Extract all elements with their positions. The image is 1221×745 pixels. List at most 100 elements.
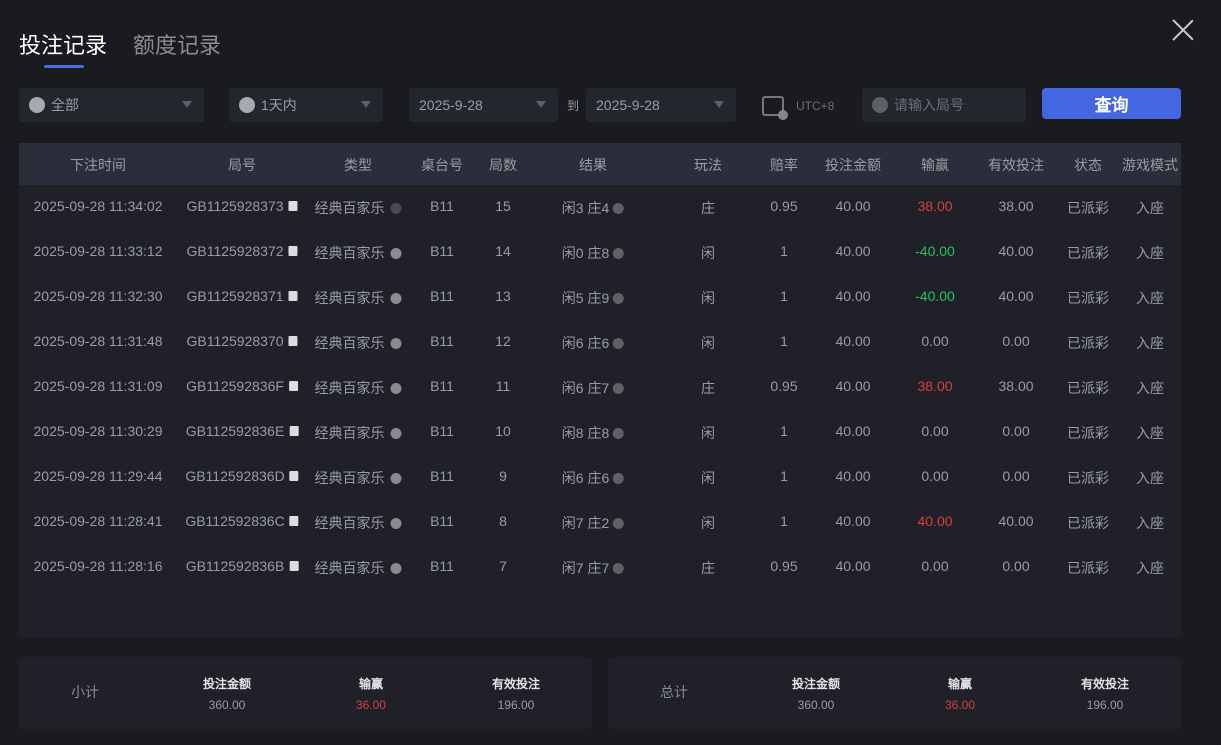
play-video-icon[interactable] <box>390 382 402 394</box>
cell-round-count: 8 <box>499 513 507 529</box>
cell-text: 闲3 庄4 <box>561 200 610 216</box>
cell-text: 40.00 <box>835 513 871 529</box>
date-from-select[interactable]: 2025-9-28 <box>409 88 558 122</box>
play-video-icon[interactable] <box>390 517 402 529</box>
cell-game-type: 经典百家乐 <box>315 558 402 578</box>
cell-text: B11 <box>430 423 454 439</box>
cell-text: B11 <box>430 243 454 259</box>
cell-bet-amount: 40.00 <box>835 198 870 214</box>
cell-status: 已派彩 <box>1067 333 1109 353</box>
cell-bet-time: 2025-09-28 11:28:16 <box>34 558 163 574</box>
cell-bet-amount: 40.00 <box>835 243 870 259</box>
cell-text: 闲0 庄8 <box>561 245 610 261</box>
tab-credit-records[interactable]: 额度记录 <box>133 33 222 58</box>
play-video-icon[interactable] <box>390 202 402 214</box>
cell-bet-time: 2025-09-28 11:34:02 <box>34 198 163 214</box>
play-video-icon[interactable] <box>390 247 402 259</box>
cell-win-loss: 38.00 <box>917 198 952 214</box>
cell-text: GB112592836E <box>185 423 285 439</box>
date-to-select[interactable]: 2025-9-28 <box>586 88 736 122</box>
cell-text: 0.00 <box>921 468 949 484</box>
query-button[interactable]: 查询 <box>1042 88 1181 119</box>
info-icon[interactable] <box>613 292 625 304</box>
cell-text: 庄 <box>701 560 715 576</box>
cell-text: 9 <box>499 468 507 484</box>
cell-text: 闲 <box>701 515 715 531</box>
cell-table-no: B11 <box>430 378 454 394</box>
calendar-clock-icon[interactable] <box>762 96 788 120</box>
game-select[interactable]: 全部 <box>19 88 204 122</box>
round-number-input[interactable]: 请输入局号 <box>862 88 1026 122</box>
play-video-icon[interactable] <box>390 292 402 304</box>
cell-text: 2025-09-28 11:28:16 <box>33 558 163 574</box>
cell-bet-amount: 40.00 <box>835 378 870 394</box>
copy-icon[interactable] <box>288 201 298 211</box>
cell-bet-amount: 40.00 <box>835 468 870 484</box>
close-icon[interactable] <box>1172 19 1194 41</box>
play-video-icon[interactable] <box>390 472 402 484</box>
cell-odds: 1 <box>780 243 788 259</box>
play-video-icon[interactable] <box>390 337 402 349</box>
cell-text: B11 <box>430 288 454 304</box>
cell-text: 40.00 <box>998 513 1034 529</box>
game-select-value: 全部 <box>51 97 79 113</box>
cell-text: 40.00 <box>835 378 871 394</box>
cell-text: 40.00 <box>917 513 953 529</box>
cell-text: 40.00 <box>998 243 1034 259</box>
cell-bet-type: 闲 <box>701 423 715 443</box>
cell-game-mode: 入座 <box>1136 288 1164 308</box>
cell-text: 0.00 <box>1002 468 1030 484</box>
cell-text: GB1125928372 <box>186 243 284 259</box>
cell-text: 庄 <box>701 380 715 396</box>
cell-game-type: 经典百家乐 <box>315 333 402 353</box>
header-game-type: 类型 <box>344 157 372 173</box>
copy-icon[interactable] <box>288 381 298 391</box>
copy-icon[interactable] <box>288 336 298 346</box>
cell-game-type: 经典百家乐 <box>315 378 402 398</box>
cell-text: 闲 <box>701 425 715 441</box>
table-body: 2025-09-28 11:34:02 GB1125928373 经典百家乐 B11 1… <box>19 185 1181 590</box>
table-row: 2025-09-28 11:30:29 GB112592836E 经典百家乐 B11 1… <box>19 410 1181 455</box>
cell-bet-type: 闲 <box>701 513 715 533</box>
cell-bet-time: 2025-09-28 11:31:09 <box>34 378 163 394</box>
cell-odds: 1 <box>780 333 788 349</box>
copy-icon[interactable] <box>289 561 299 571</box>
copy-icon[interactable] <box>288 291 298 301</box>
cell-text: GB1125928370 <box>186 333 284 349</box>
copy-icon[interactable] <box>289 471 299 481</box>
copy-icon[interactable] <box>289 516 299 526</box>
copy-icon[interactable] <box>288 246 298 256</box>
info-icon[interactable] <box>613 472 625 484</box>
cell-text: 12 <box>495 333 511 349</box>
cell-table-no: B11 <box>430 423 454 439</box>
cell-text: -40.00 <box>915 243 955 259</box>
cell-win-loss: 0.00 <box>921 423 948 439</box>
play-video-icon[interactable] <box>390 427 402 439</box>
cell-game-mode: 入座 <box>1136 423 1164 443</box>
info-icon[interactable] <box>613 247 625 259</box>
cell-game-type: 经典百家乐 <box>315 243 402 263</box>
cell-text: 13 <box>495 288 511 304</box>
cell-text: 入座 <box>1136 200 1164 216</box>
cell-text: B11 <box>430 378 454 394</box>
info-icon[interactable] <box>613 517 625 529</box>
cell-round-id: GB1125928373 <box>186 198 298 214</box>
copy-icon[interactable] <box>289 426 299 436</box>
info-icon[interactable] <box>613 382 625 394</box>
cell-table-no: B11 <box>430 288 454 304</box>
cell-status: 已派彩 <box>1067 423 1109 443</box>
info-icon[interactable] <box>613 427 625 439</box>
cell-text: 2025-09-28 11:31:09 <box>33 378 163 394</box>
cell-text: 38.00 <box>998 198 1034 214</box>
cell-bet-time: 2025-09-28 11:33:12 <box>34 243 163 259</box>
cell-text: 经典百家乐 <box>314 290 385 306</box>
info-icon[interactable] <box>613 337 625 349</box>
period-select[interactable]: 1天内 <box>229 88 383 122</box>
play-video-icon[interactable] <box>390 562 402 574</box>
cell-text: 2025-09-28 11:30:29 <box>33 423 163 439</box>
cell-text: 闲5 庄9 <box>561 290 610 306</box>
info-icon[interactable] <box>613 562 625 574</box>
info-icon[interactable] <box>613 202 625 214</box>
tab-bet-records[interactable]: 投注记录 <box>19 28 107 68</box>
cell-text: 已派彩 <box>1067 380 1109 396</box>
